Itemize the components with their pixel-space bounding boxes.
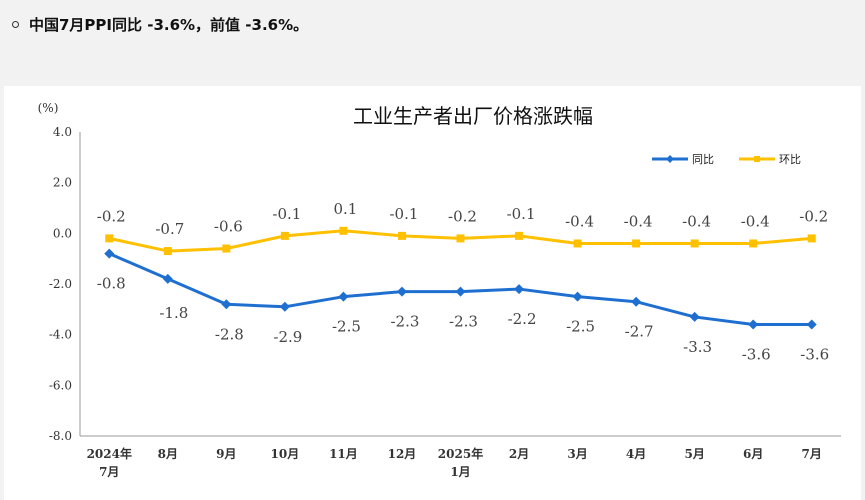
data-label: -0.2 [448, 207, 477, 225]
data-label: -0.2 [799, 207, 828, 225]
x-tick-label: 6月 [743, 447, 763, 461]
data-point [105, 234, 114, 243]
data-label: -3.6 [800, 346, 829, 364]
data-label: -0.4 [624, 212, 653, 230]
data-point [807, 234, 816, 243]
data-point [396, 286, 407, 297]
x-tick-label: 5月 [684, 447, 704, 461]
x-tick-label: 2024年 7月 [87, 446, 132, 479]
x-tick-label: 8月 [158, 447, 178, 461]
data-point [631, 296, 642, 307]
bullet-icon [12, 21, 19, 28]
y-tick-label: 2.0 [53, 176, 72, 190]
data-point [339, 226, 348, 235]
y-tick-label: -8.0 [49, 429, 72, 443]
y-axis-unit: (%) [38, 101, 59, 115]
data-label: -2.8 [215, 325, 244, 343]
data-point [104, 248, 115, 259]
data-point [690, 239, 699, 248]
data-label: -0.2 [97, 207, 126, 225]
ppi-line-chart: 工业生产者出厂价格涨跌幅 (%) 4.0 2.0 0.0 -2.0 -4.0 -6.0 -8… [38, 101, 841, 479]
data-point [280, 231, 289, 240]
data-label: -0.1 [507, 205, 536, 223]
data-label: -2.3 [449, 313, 478, 331]
data-label: -0.1 [389, 205, 418, 223]
x-tick-label: 7月 [802, 447, 822, 461]
y-tick-label: 0.0 [53, 226, 72, 240]
data-point [514, 284, 525, 295]
y-tick-label: -6.0 [49, 378, 72, 392]
legend-marker [666, 155, 674, 163]
data-label: -0.7 [155, 220, 184, 238]
data-point [221, 299, 232, 310]
data-label: -2.7 [625, 323, 654, 341]
y-tick-label: -4.0 [49, 328, 72, 342]
data-point [162, 273, 173, 284]
data-labels: -0.8 -1.8 -2.8 -2.9 -2.5 -2.3 -2.3 -2.2 -2.5 -2.7… [97, 200, 829, 364]
series-layer [104, 226, 817, 330]
data-label: -2.2 [508, 310, 537, 328]
data-point [806, 319, 817, 330]
legend: 同比 环比 [652, 153, 801, 166]
chart-title: 工业生产者出厂价格涨跌幅 [353, 104, 593, 128]
data-label: -0.1 [272, 205, 301, 223]
data-label: -0.6 [214, 218, 243, 236]
data-label: -2.5 [566, 318, 595, 336]
data-point [573, 239, 582, 248]
data-point [222, 244, 231, 253]
data-point [748, 319, 759, 330]
data-label: -1.8 [159, 304, 188, 322]
data-label: -0.8 [97, 275, 126, 293]
axes: 4.0 2.0 0.0 -2.0 -4.0 -6.0 -8.0 2024年 7月 8月 9月 10月 1… [49, 125, 841, 479]
data-point [456, 234, 465, 243]
x-tick-label: 10月 [271, 447, 300, 461]
data-label: -3.3 [683, 338, 712, 356]
x-tick-label: 12月 [388, 447, 417, 461]
data-point [632, 239, 641, 248]
y-tick-label: -2.0 [49, 277, 72, 291]
chart-panel: 工业生产者出厂价格涨跌幅 (%) 4.0 2.0 0.0 -2.0 -4.0 -6.0 -8… [4, 86, 861, 500]
headline: 中国7月PPI同比 -3.6%，前值 -3.6%。 [12, 14, 308, 35]
legend-label: 同比 [692, 153, 714, 166]
x-tick-label: 11月 [329, 447, 358, 461]
data-point [163, 247, 172, 256]
headline-text: 中国7月PPI同比 -3.6%，前值 -3.6%。 [29, 16, 309, 34]
data-label: -0.4 [682, 212, 711, 230]
data-label: -0.4 [741, 212, 770, 230]
x-tick-label: 2月 [509, 447, 529, 461]
data-label: -2.9 [273, 328, 302, 346]
data-point [572, 291, 583, 302]
x-tick-label: 2025年 1月 [438, 446, 483, 479]
legend-marker [754, 156, 760, 162]
data-point [338, 291, 349, 302]
legend-label: 环比 [779, 153, 801, 166]
data-label: -0.4 [565, 212, 594, 230]
data-point [515, 231, 524, 240]
x-tick-label: 9月 [216, 447, 236, 461]
data-point [455, 286, 466, 297]
data-point [689, 311, 700, 322]
y-tick-label: 4.0 [53, 125, 72, 139]
data-point [749, 239, 758, 248]
data-label: -2.5 [332, 318, 361, 336]
data-label: -2.3 [390, 313, 419, 331]
data-label: 0.1 [333, 200, 357, 218]
data-point [397, 231, 406, 240]
x-tick-label: 4月 [626, 447, 646, 461]
data-label: -3.6 [742, 346, 771, 364]
data-point [279, 301, 290, 312]
x-tick-label: 3月 [567, 447, 587, 461]
